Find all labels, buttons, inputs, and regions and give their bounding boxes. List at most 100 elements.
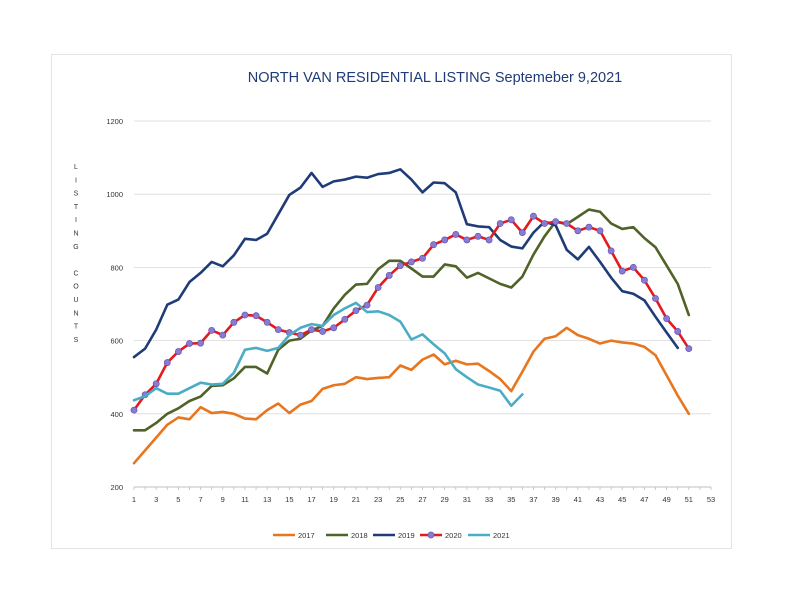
y-axis-label-char: T — [74, 324, 79, 331]
x-axis: 1 3 5 7 9 11 13 15 17 19 21 23 25 27 29 31 33 35 37 39 41 43 4… — [132, 486, 715, 504]
y-axis-label-char: U — [73, 297, 78, 304]
gridlines — [134, 120, 711, 415]
data-point — [685, 345, 693, 353]
y-axis: 200 400 600 800 1000 1200 — [106, 117, 123, 492]
legend-label: 2021 — [493, 531, 510, 540]
data-point — [618, 267, 626, 275]
x-tick-label: 7 — [198, 495, 202, 504]
data-point — [319, 328, 327, 335]
legend-marker — [427, 531, 435, 539]
x-tick-label: 45 — [618, 495, 626, 504]
chart-frame — [51, 54, 732, 549]
y-axis-label-char: I — [75, 217, 77, 224]
x-tick-label: 5 — [176, 495, 180, 504]
data-point — [607, 247, 615, 255]
data-point — [674, 328, 682, 335]
data-point — [441, 236, 449, 244]
x-tick-label: 15 — [285, 495, 293, 504]
data-point — [552, 218, 560, 226]
data-point — [297, 331, 304, 339]
data-point — [252, 312, 260, 320]
series-lines — [130, 168, 693, 465]
data-point — [241, 311, 249, 319]
y-tick-label: 800 — [110, 263, 123, 272]
x-tick-label: 31 — [463, 495, 471, 504]
data-point — [174, 348, 182, 355]
x-tick-label: 39 — [551, 495, 559, 504]
data-point — [330, 324, 338, 332]
data-point — [507, 216, 515, 224]
data-point — [574, 227, 582, 235]
series-2020 — [130, 212, 693, 414]
y-axis-label-char: S — [74, 191, 79, 198]
x-tick-label: 1 — [132, 495, 136, 504]
y-tick-label: 1200 — [106, 117, 123, 126]
data-point — [408, 258, 415, 266]
data-point — [530, 212, 537, 220]
y-axis-label-char: C — [73, 270, 78, 277]
x-tick-label: 3 — [154, 495, 158, 504]
data-point — [352, 307, 360, 314]
x-tick-label: 17 — [307, 495, 315, 504]
data-point — [363, 301, 371, 309]
series-line-2019 — [132, 168, 680, 359]
data-point — [374, 284, 382, 291]
y-axis-label-char: I — [75, 177, 77, 184]
y-tick-label: 600 — [110, 337, 123, 346]
series-line-2017 — [132, 326, 691, 465]
y-tick-label: 200 — [110, 483, 123, 492]
y-axis-label-char: G — [73, 244, 78, 251]
data-point — [641, 276, 648, 284]
legend-item-2021: 2021 — [468, 531, 510, 540]
data-point — [518, 229, 526, 237]
series-line-2020 — [132, 214, 691, 412]
data-point — [419, 254, 426, 262]
series-2021 — [132, 301, 524, 408]
data-point — [263, 318, 271, 326]
y-tick-label: 1000 — [106, 190, 123, 199]
data-point — [485, 236, 493, 244]
data-point — [152, 380, 160, 388]
data-point — [130, 406, 138, 414]
series-line-2018 — [132, 208, 691, 432]
series-2018 — [132, 208, 691, 432]
data-point — [230, 318, 238, 326]
data-point — [496, 220, 504, 227]
x-tick-label: 27 — [418, 495, 426, 504]
x-tick-label: 9 — [221, 495, 225, 504]
y-axis-label-char: N — [73, 231, 78, 238]
y-axis-label-char: O — [73, 284, 79, 291]
data-point — [308, 326, 315, 334]
x-tick-label: 53 — [707, 495, 715, 504]
series-2017 — [132, 326, 691, 465]
data-point — [186, 340, 193, 347]
x-tick-label: 43 — [596, 495, 604, 504]
data-point — [163, 359, 171, 366]
data-point — [463, 236, 471, 244]
data-point — [541, 220, 548, 227]
data-point — [341, 315, 349, 323]
y-tick-label: 400 — [110, 410, 123, 419]
y-axis-label-char: N — [73, 310, 78, 317]
x-tick-label: 35 — [507, 495, 515, 504]
chart-title: NORTH VAN RESIDENTIAL LISTING Septemeber… — [248, 70, 622, 86]
data-point — [596, 227, 604, 235]
x-tick-label: 21 — [352, 495, 360, 504]
data-point — [474, 232, 482, 240]
data-point — [652, 295, 659, 302]
data-point — [274, 326, 282, 334]
y-axis-label-char: T — [74, 204, 79, 211]
legend-item-2019: 2019 — [373, 531, 415, 540]
x-tick-label: 37 — [529, 495, 537, 504]
x-tick-label: 11 — [241, 495, 249, 504]
x-tick-label: 19 — [330, 495, 338, 504]
data-point — [663, 315, 671, 323]
x-tick-label: 51 — [685, 495, 693, 504]
y-axis-label-char: S — [74, 337, 79, 344]
x-tick-label: 23 — [374, 495, 382, 504]
series-line-2021 — [132, 301, 524, 408]
data-point — [430, 241, 437, 249]
data-point — [629, 263, 637, 271]
data-point — [385, 272, 393, 279]
